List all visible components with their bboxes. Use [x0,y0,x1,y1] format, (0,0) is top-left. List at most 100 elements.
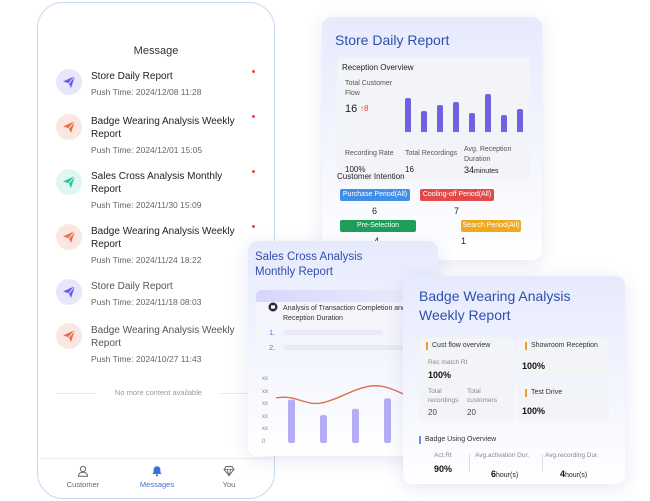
total-flow-change: ↑8 [360,104,368,113]
total-flow-change-value: 8 [364,104,369,113]
placeholder-line [283,330,383,335]
avg-recording-label: Avg.recording Dur. [545,452,599,459]
tab-you[interactable]: You [199,465,259,489]
sales-bar [384,398,391,443]
total-flow-label: Total Customer Flow [345,80,393,97]
flow-bar [469,113,475,132]
unread-dot [252,170,255,173]
message-title: Badge Wearing Analysis Weekly Report [91,325,235,349]
total-flow-value: 16 [345,103,358,115]
card-title: Store Daily Report [335,32,450,48]
badge-wearing-analysis-card[interactable]: Badge Wearing Analysis Weekly Report Cus… [403,276,625,484]
intention-title: Customer Intention [337,172,405,181]
message-push-time: Push Time: 2024/12/01 15:05 [91,145,203,155]
divider [469,454,470,472]
recording-rate-value: 100% [345,165,366,174]
tab-bar: Customer Messages You [38,458,274,498]
chip-purchase-value: 6 [372,206,378,216]
sales-bar [352,408,359,443]
message-icon-badge [56,114,82,140]
showroom-panel: Showroom Reception 100% [518,338,609,377]
badge-overview-title: Badge Using Overview [419,436,496,444]
recording-rate-label: Recording Rate [345,150,394,157]
avg-activation-unit: hour(s) [496,472,519,479]
message-push-time: Push Time: 2024/12/08 11:28 [91,87,202,97]
message-title: Store Daily Report [91,281,173,292]
cust-flow-title: Cust flow overview [426,342,490,350]
chip-pre-selection-period[interactable]: Pre-Selection Period(All) [340,220,416,241]
test-drive-value: 100% [522,406,546,416]
send-icon [63,329,76,342]
y-tick-label: xx [262,426,268,432]
person-icon [77,465,89,477]
tab-you-label: You [222,480,236,489]
message-icon-badge [56,279,82,305]
total-recordings-value: 16 [405,165,414,174]
analysis-item-header [256,290,434,302]
analysis-item-title: Analysis of Transaction Completion and R… [283,305,406,322]
avg-activation-value: 6 [491,469,497,479]
showroom-value: 100% [522,361,546,371]
send-icon [63,175,76,188]
cust-flow-panel: Cust flow overview Rec match Rt 100% Tot… [419,338,514,421]
y-tick-label: xx [262,388,268,395]
total-recordings-value: 20 [428,408,437,417]
message-icon-badge [56,224,82,250]
flow-bar [485,94,491,132]
total-recordings-label: Total recordings [428,388,459,404]
card-title: Badge Wearing Analysis Weekly Report [419,288,571,323]
rec-match-value: 100% [428,370,452,380]
y-tick-label: xx [262,401,268,407]
avg-recording: 4hour(s) [560,464,587,482]
arrow-up-icon: ↑ [360,104,364,113]
tab-messages[interactable]: Messages [127,465,187,489]
avg-recording-value: 4 [560,469,566,479]
tab-customer-label: Customer [66,480,100,489]
chip-search-period[interactable]: Search Period(All) [461,220,521,232]
store-daily-report-card[interactable]: Store Daily Report Reception Overview To… [322,17,542,260]
message-push-time: Push Time: 2024/10/27 11:43 [91,354,202,364]
flow-bar [437,105,443,132]
divider [542,454,543,472]
rec-match-label: Rec match Rt [428,359,468,366]
sales-bar [288,399,295,443]
test-drive-panel: Test Drive 100% [518,385,609,421]
avg-duration-unit: minutes [474,168,499,175]
chip-cooling-off-period[interactable]: Cooling-off Period(All) [420,189,494,201]
act-rt-value: 90% [434,464,453,474]
flow-bar [453,102,459,132]
bell-icon [152,466,162,477]
avg-duration-value: 34 [464,165,475,175]
list-number-2: 2. [269,343,276,352]
message-push-time: Push Time: 2024/11/24 18:22 [91,255,202,265]
unread-dot [252,70,255,73]
flow-bar [517,109,523,132]
total-recordings-label: Total Recordings [405,150,458,157]
avg-recording-unit: hour(s) [565,472,588,479]
list-number-1: 1. [269,328,276,337]
avg-duration: 34minutes [464,165,499,175]
message-icon-badge [56,323,82,349]
chip-purchase-period[interactable]: Purchase Period(All) [340,189,410,201]
message-title: Badge Wearing Analysis Weekly Report [91,116,235,140]
unread-dot [252,225,255,228]
avg-activation-label: Avg.activation Dur. [475,452,530,459]
y-tick-label: xx [262,413,268,420]
message-title: Sales Cross Analysis Monthly Report [91,171,223,195]
total-customers-value: 20 [467,408,476,417]
avg-duration-label: Avg. Reception Duration [464,146,512,163]
sales-trend-line [276,385,415,405]
message-icon-badge [56,169,82,195]
phone-frame: Message Store Daily Report Push Time: 202… [37,2,275,499]
showroom-title: Showroom Reception [525,342,598,350]
diamond-icon [223,466,235,477]
chip-search-value: 1 [461,236,467,246]
act-rt-label: Act.Rt [434,452,452,459]
reception-overview-panel: Reception Overview Total Customer Flow 1… [337,57,530,181]
page-title: Message [133,45,179,57]
y-tick-label: 0 [262,438,266,445]
message-push-time: Push Time: 2024/11/30 15:09 [91,200,202,210]
tab-customer[interactable]: Customer [53,465,113,489]
send-icon [63,285,76,298]
tab-messages-label: Messages [139,480,175,489]
